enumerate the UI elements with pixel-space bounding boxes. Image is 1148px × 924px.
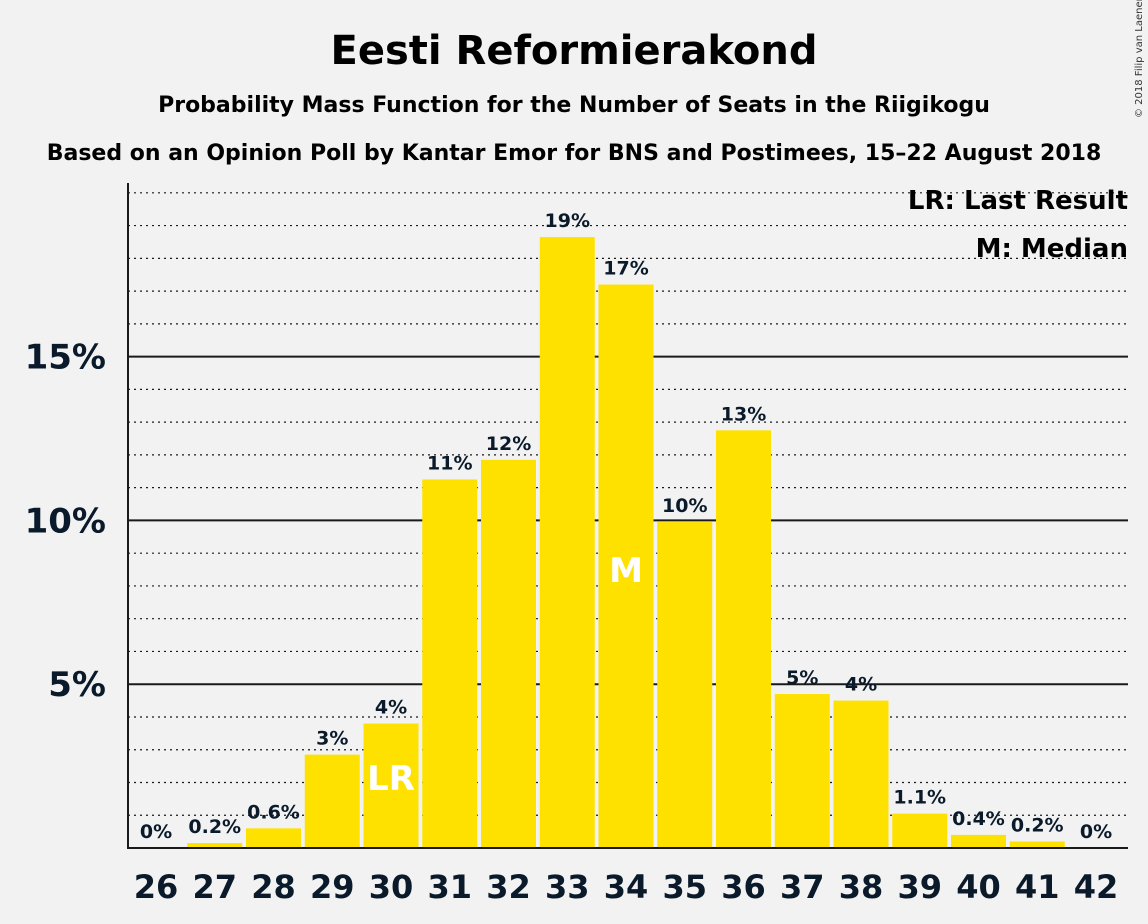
data-label: 0.6% bbox=[247, 801, 300, 823]
bar-33 bbox=[539, 237, 595, 848]
x-tick-label: 38 bbox=[839, 868, 884, 906]
bar-29 bbox=[304, 754, 360, 848]
x-tick-label: 36 bbox=[721, 868, 766, 906]
bar-34 bbox=[598, 284, 654, 848]
data-label: 17% bbox=[603, 258, 648, 280]
bar-30 bbox=[363, 723, 419, 848]
data-label: 0.2% bbox=[188, 816, 241, 838]
x-tick-label: 32 bbox=[486, 868, 531, 906]
x-tick-label: 37 bbox=[780, 868, 825, 906]
data-label: 5% bbox=[786, 667, 818, 689]
data-label: 4% bbox=[375, 697, 407, 719]
data-label: 1.1% bbox=[893, 787, 946, 809]
legend-median: M: Median bbox=[976, 234, 1128, 264]
x-tick-label: 41 bbox=[1015, 868, 1060, 906]
last-result-mark: LR bbox=[367, 759, 415, 799]
x-tick-label: 39 bbox=[897, 868, 942, 906]
x-axis-tick-labels: 26 27 28 29 30 31 32 33 34 35 36 37 38 39 40 41 42 bbox=[134, 868, 1119, 906]
bar-marks: LR M bbox=[367, 551, 643, 799]
bar-41 bbox=[1009, 841, 1065, 848]
bar-28 bbox=[246, 828, 301, 848]
y-tick-label: 15% bbox=[25, 338, 106, 378]
copyright-note: © 2018 Filip van Laenen bbox=[1134, 0, 1145, 118]
y-axis-tick-labels: 5% 10% 15% bbox=[25, 338, 106, 706]
x-tick-label: 28 bbox=[251, 868, 296, 906]
x-tick-label: 42 bbox=[1074, 868, 1119, 906]
data-label: 0% bbox=[140, 821, 172, 843]
bar-31 bbox=[422, 479, 478, 848]
data-label: 4% bbox=[845, 674, 877, 696]
data-label: 3% bbox=[316, 728, 348, 750]
data-labels: 0% 0.2% 0.6% 3% 4% 11% 12% 19% 17% 10% 13% 5% 4% 1.1%… bbox=[140, 210, 1112, 843]
y-tick-label: 10% bbox=[25, 501, 106, 541]
chart-title: Eesti Reformierakond bbox=[331, 28, 818, 74]
chart-subtitle: Probability Mass Function for the Number… bbox=[158, 93, 990, 118]
data-label: 12% bbox=[486, 433, 531, 455]
bar-37 bbox=[774, 694, 830, 848]
x-tick-label: 40 bbox=[956, 868, 1001, 906]
axes bbox=[127, 183, 1128, 849]
data-label: 11% bbox=[427, 452, 472, 474]
median-mark: M bbox=[609, 551, 643, 591]
x-tick-label: 30 bbox=[369, 868, 414, 906]
x-tick-label: 27 bbox=[192, 868, 237, 906]
bars bbox=[187, 237, 1065, 848]
bar-38 bbox=[833, 700, 889, 848]
bar-39 bbox=[892, 813, 948, 848]
data-label: 13% bbox=[721, 403, 766, 425]
legend-last-result: LR: Last Result bbox=[908, 186, 1128, 216]
bar-36 bbox=[716, 430, 771, 848]
bar-40 bbox=[951, 834, 1006, 848]
data-label: 0.4% bbox=[952, 808, 1005, 830]
bar-35 bbox=[657, 522, 713, 848]
data-label: 10% bbox=[662, 495, 707, 517]
x-tick-label: 26 bbox=[134, 868, 179, 906]
x-tick-label: 33 bbox=[545, 868, 590, 906]
data-label: 0% bbox=[1080, 821, 1112, 843]
bar-32 bbox=[481, 459, 536, 848]
x-tick-label: 29 bbox=[310, 868, 355, 906]
bar-27 bbox=[187, 843, 243, 848]
x-tick-label: 35 bbox=[662, 868, 707, 906]
y-tick-label: 5% bbox=[48, 665, 106, 705]
x-tick-label: 31 bbox=[427, 868, 472, 906]
x-tick-label: 34 bbox=[604, 868, 649, 906]
data-label: 19% bbox=[545, 210, 590, 232]
data-label: 0.2% bbox=[1011, 814, 1064, 836]
chart-subtitle-source: Based on an Opinion Poll by Kantar Emor … bbox=[47, 141, 1102, 166]
